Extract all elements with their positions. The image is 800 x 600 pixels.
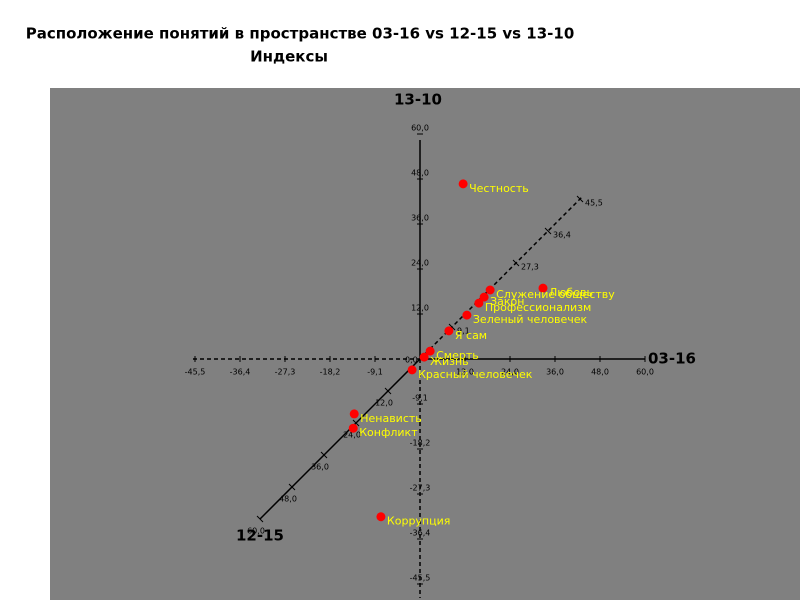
point bbox=[425, 346, 435, 356]
z-tick bbox=[256, 515, 264, 523]
point-label: Конфликт bbox=[359, 426, 418, 439]
z-tick-label: 27,3 bbox=[521, 263, 539, 272]
point-label: Профессионализм bbox=[485, 301, 591, 314]
z-tick-label: 24,0 bbox=[343, 431, 361, 440]
plot-area bbox=[50, 88, 800, 600]
point bbox=[348, 423, 358, 433]
x-tick-label: -36,4 bbox=[230, 368, 251, 377]
z-tick-label: 36,0 bbox=[311, 463, 329, 472]
point bbox=[485, 285, 495, 295]
point bbox=[419, 352, 429, 362]
point-label: Зеленый человечек bbox=[473, 313, 588, 326]
y-tick-label: -27,3 bbox=[410, 484, 431, 493]
y-axis-title: 13-10 bbox=[394, 91, 442, 109]
y-tick-label: -45,5 bbox=[410, 574, 431, 583]
z-tick bbox=[352, 419, 360, 427]
z-tick bbox=[384, 387, 392, 395]
z-axis-pos bbox=[259, 358, 421, 520]
z-tick bbox=[544, 227, 552, 235]
z-tick bbox=[320, 451, 328, 459]
point bbox=[474, 298, 484, 308]
y-tick-label: -36,4 bbox=[410, 529, 431, 538]
x-tick-label: 12,0 bbox=[456, 368, 474, 377]
point-label: Коррупция bbox=[387, 515, 450, 528]
x-tick-label: 60,0 bbox=[636, 368, 654, 377]
point-label: Красный человечек bbox=[418, 368, 533, 381]
point bbox=[444, 326, 454, 336]
origin-label: 0,0 bbox=[405, 356, 418, 365]
point-label: Ненависть bbox=[360, 412, 422, 425]
point-label: Жизнь bbox=[430, 355, 469, 368]
x-tick-label: 48,0 bbox=[591, 368, 609, 377]
point-label: Я сам bbox=[455, 329, 487, 342]
y-tick-label: 36,0 bbox=[411, 214, 429, 223]
z-tick bbox=[512, 259, 520, 267]
chart-title: Расположение понятий в пространстве 03-1… bbox=[26, 25, 575, 43]
z-tick bbox=[576, 195, 584, 203]
point bbox=[462, 310, 472, 320]
point bbox=[479, 292, 489, 302]
y-tick-label: -9,1 bbox=[412, 394, 428, 403]
z-tick-label: 45,5 bbox=[585, 199, 603, 208]
x-tick-label: 24,0 bbox=[501, 368, 519, 377]
x-tick-label: -27,3 bbox=[275, 368, 296, 377]
z-tick-label: 60,0 bbox=[247, 527, 265, 536]
x-tick-label: 36,0 bbox=[546, 368, 564, 377]
y-tick-label: 48,0 bbox=[411, 169, 429, 178]
point bbox=[376, 512, 386, 522]
x-axis-title: 03-16 bbox=[648, 350, 696, 368]
point bbox=[458, 179, 468, 189]
z-axis-title: 12-15 bbox=[236, 527, 284, 545]
z-tick-label: 9,1 bbox=[457, 327, 470, 336]
x-tick-label: -45,5 bbox=[185, 368, 206, 377]
z-tick-label: 48,0 bbox=[279, 495, 297, 504]
point-label: Любовь bbox=[549, 286, 593, 299]
x-tick-label: -9,1 bbox=[367, 368, 383, 377]
z-tick-label: 36,4 bbox=[553, 231, 571, 240]
chart-subtitle: Индексы bbox=[250, 48, 328, 66]
point-label: Закон bbox=[490, 295, 524, 308]
x-tick-label: -18,2 bbox=[320, 368, 341, 377]
point bbox=[407, 365, 417, 375]
point-label: Смерть bbox=[436, 349, 479, 362]
point-label: Честность bbox=[469, 182, 529, 195]
z-tick bbox=[288, 483, 296, 491]
point-label: Служение обществу bbox=[496, 288, 615, 301]
y-tick-label: 24,0 bbox=[411, 259, 429, 268]
point bbox=[349, 409, 359, 419]
point bbox=[538, 283, 548, 293]
y-tick-label: -18,2 bbox=[410, 439, 431, 448]
y-tick-label: 60,0 bbox=[411, 124, 429, 133]
z-tick bbox=[448, 323, 456, 331]
z-tick-label: 12,0 bbox=[375, 399, 393, 408]
y-tick-label: 12,0 bbox=[411, 304, 429, 313]
